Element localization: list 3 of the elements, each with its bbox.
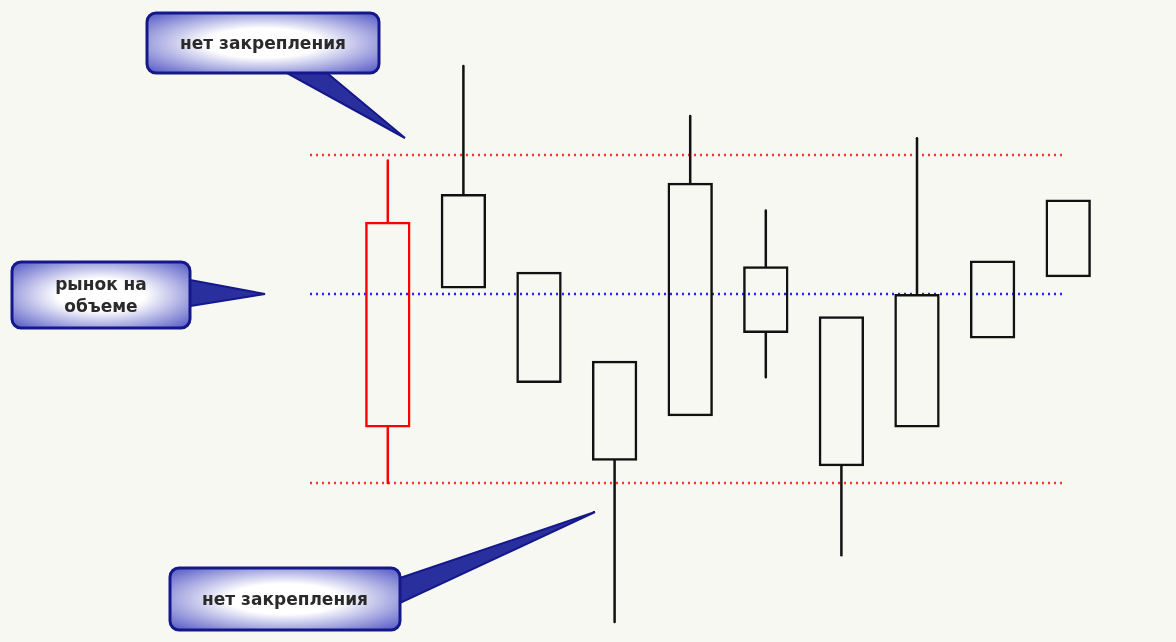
text: рынок на объеме bbox=[12, 261, 190, 328]
text: нет закрепления bbox=[147, 12, 379, 73]
annotation: нет закрепления bbox=[170, 568, 400, 630]
